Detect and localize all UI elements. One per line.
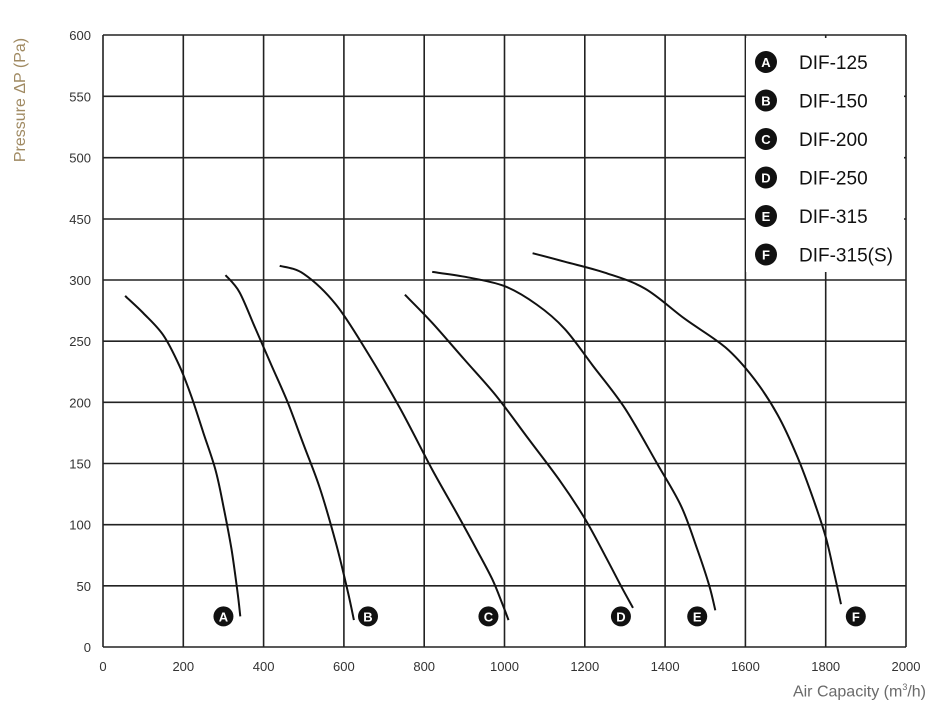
x-tick-label: 400 xyxy=(253,659,275,674)
curve-marker-c: C xyxy=(478,606,499,627)
legend: A DIF-125 B DIF-150 C DIF-200 D DIF-250 E DIF-315… xyxy=(746,38,904,272)
y-axis-label: Pressure ΔP (Pa) xyxy=(12,37,29,163)
curve-marker-circle xyxy=(610,606,631,627)
legend-marker xyxy=(755,51,777,73)
grid xyxy=(102,34,907,648)
curve-markers: A B C D E F xyxy=(213,606,866,627)
curve-marker-e: E xyxy=(687,606,708,627)
y-tick-labels: 0 50 100 150 200 250 300 450 500 550 600 xyxy=(69,28,91,655)
curve-marker-letter: A xyxy=(219,609,229,624)
legend-entry: A DIF-125 xyxy=(755,51,868,74)
legend-marker-letter: A xyxy=(761,55,771,70)
legend-label: DIF-150 xyxy=(799,92,868,113)
y-tick-label: 550 xyxy=(69,89,91,104)
y-tick-label: 450 xyxy=(69,212,91,227)
curve-marker-d: D xyxy=(610,606,631,627)
x-tick-label: 1000 xyxy=(490,659,519,674)
legend-entry: D DIF-250 xyxy=(755,166,868,190)
legend-marker-letter: C xyxy=(761,132,771,147)
curve-marker-letter: B xyxy=(363,609,372,624)
series-line-b xyxy=(224,274,355,621)
y-tick-label: 200 xyxy=(69,395,91,410)
curve-marker-circle xyxy=(478,606,499,627)
curves xyxy=(124,252,842,621)
curve-marker-letter: E xyxy=(693,609,702,624)
curve-marker-circle xyxy=(845,606,866,627)
legend-marker xyxy=(755,166,777,189)
series-line-e xyxy=(432,270,717,611)
y-tick-label: 0 xyxy=(84,640,91,655)
curve-marker-letter: F xyxy=(852,609,860,624)
curve-marker-circle xyxy=(213,606,234,627)
x-tick-label: 1800 xyxy=(811,659,840,674)
legend-entry: E DIF-315 xyxy=(755,205,868,228)
curve-marker-a: A xyxy=(213,606,234,627)
y-tick-label: 150 xyxy=(69,457,91,472)
y-tick-label: 250 xyxy=(69,334,91,349)
legend-marker-letter: B xyxy=(761,94,770,109)
y-tick-label: 600 xyxy=(69,28,91,43)
legend-label: DIF-315(S) xyxy=(799,246,893,267)
x-tick-label: 1200 xyxy=(570,659,599,674)
legend-marker-letter: F xyxy=(762,248,770,263)
y-tick-label: 100 xyxy=(69,518,91,533)
x-axis-label: Air Capacity (m3/h) xyxy=(793,682,926,701)
x-tick-label: 1400 xyxy=(651,659,680,674)
series-line-c xyxy=(279,264,510,621)
legend-entry: F DIF-315(S) xyxy=(755,243,893,267)
legend-marker-letter: D xyxy=(761,171,770,186)
legend-marker-letter: E xyxy=(762,209,771,224)
curve-marker-f: F xyxy=(845,606,866,627)
legend-label: DIF-200 xyxy=(799,130,868,151)
curve-marker-circle xyxy=(687,606,708,627)
curve-marker-letter: C xyxy=(484,609,494,624)
curve-marker-b: B xyxy=(357,606,378,627)
legend-label: DIF-125 xyxy=(799,53,868,74)
curve-marker-circle xyxy=(357,606,378,627)
x-tick-label: 800 xyxy=(413,659,435,674)
legend-label: DIF-250 xyxy=(799,169,868,190)
x-tick-label: 1600 xyxy=(731,659,760,674)
curve-marker-letter: D xyxy=(616,609,625,624)
y-tick-label: 500 xyxy=(69,151,91,166)
x-tick-label: 0 xyxy=(99,659,106,674)
y-tick-label: 300 xyxy=(69,273,91,288)
y-tick-label: 50 xyxy=(77,579,91,594)
x-axis-label-sup: 3 xyxy=(902,682,908,692)
legend-marker xyxy=(755,89,777,112)
legend-entry: C DIF-200 xyxy=(755,128,868,151)
legend-marker xyxy=(755,243,777,266)
x-axis-label-tail: /h) xyxy=(907,683,926,701)
x-tick-labels: 0 200 400 600 800 1000 1200 1400 1600 1800 2000 xyxy=(99,659,920,674)
x-tick-label: 600 xyxy=(333,659,355,674)
series-line-f xyxy=(532,252,842,605)
legend-entry: B DIF-150 xyxy=(755,89,868,113)
legend-box xyxy=(746,38,904,272)
series-line-d xyxy=(404,294,634,609)
legend-marker xyxy=(755,128,777,150)
x-tick-label: 200 xyxy=(172,659,194,674)
series-line-a xyxy=(124,295,242,617)
legend-label: DIF-315 xyxy=(799,207,868,228)
legend-marker xyxy=(755,205,777,227)
x-tick-label: 2000 xyxy=(892,659,921,674)
x-axis-label-main: Air Capacity (m xyxy=(792,683,903,701)
